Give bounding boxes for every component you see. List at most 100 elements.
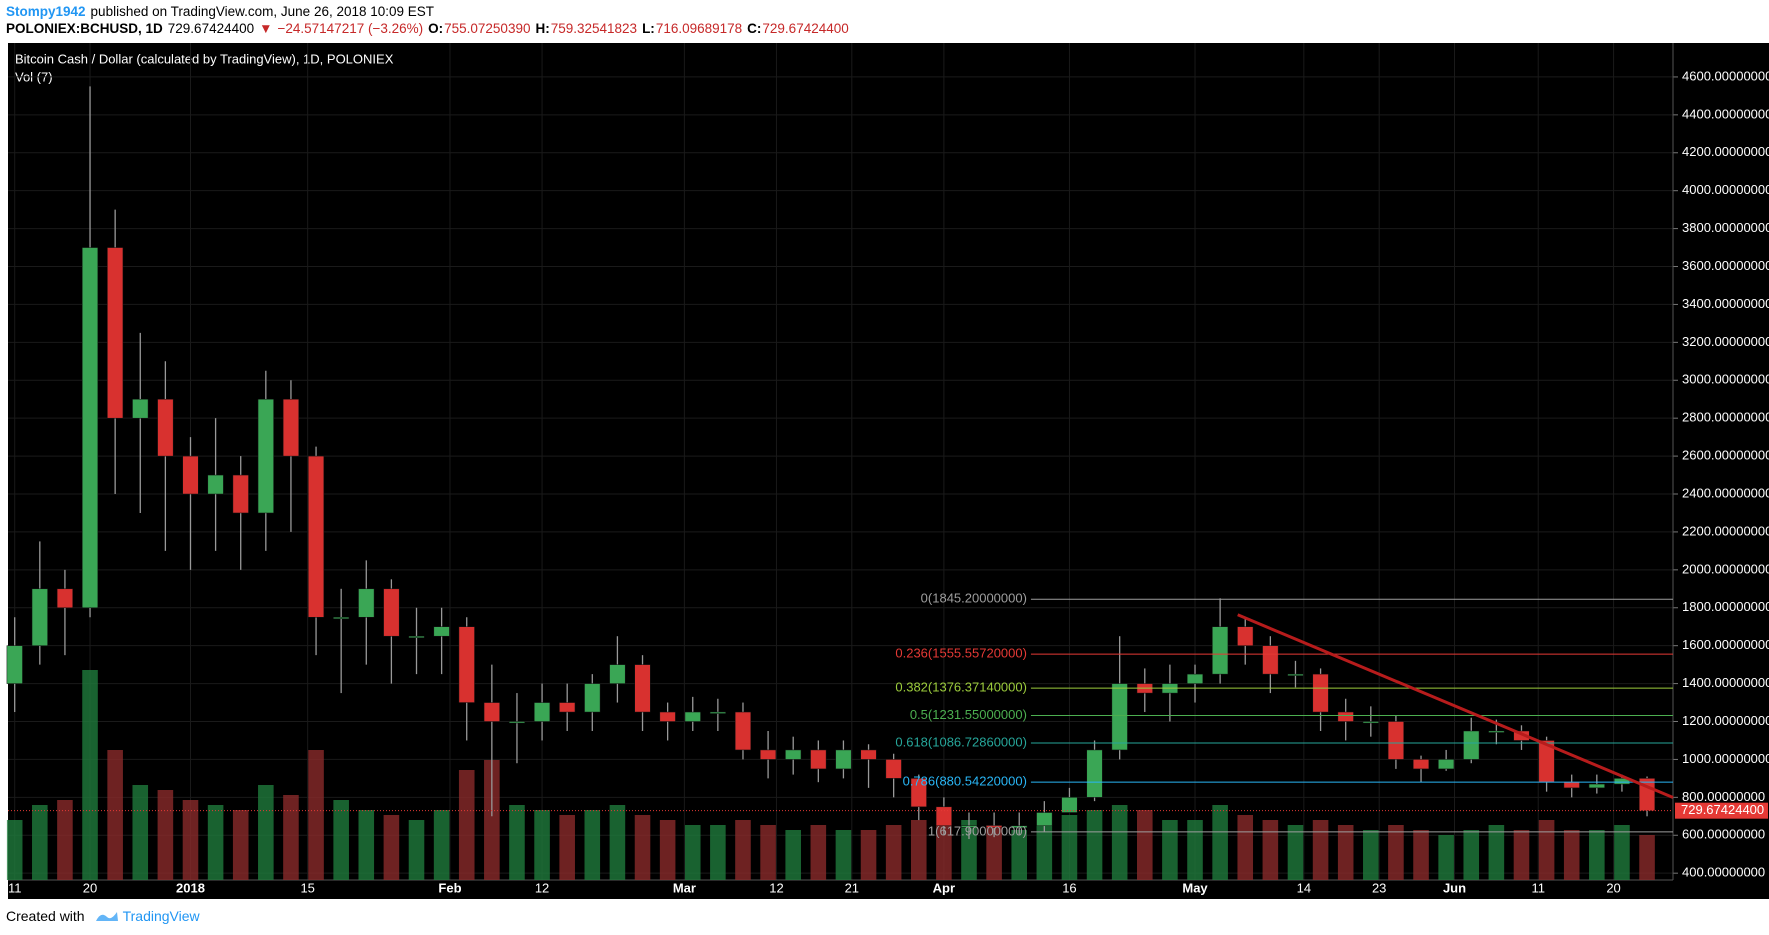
y-tick-label: 4400.00000000 bbox=[1682, 106, 1769, 121]
volume-bar bbox=[1061, 815, 1078, 880]
volume-bar bbox=[408, 820, 425, 880]
volume-bar bbox=[835, 830, 852, 880]
y-tick-label: 3600.00000000 bbox=[1682, 258, 1769, 273]
candle-body bbox=[1287, 673, 1304, 676]
candle-body bbox=[734, 711, 752, 751]
h-label: H: bbox=[535, 21, 550, 36]
volume-bar bbox=[810, 825, 827, 880]
candle-body bbox=[885, 759, 902, 779]
brand[interactable]: TradingView bbox=[122, 908, 200, 924]
volume-bar bbox=[1563, 830, 1580, 880]
volume-bar bbox=[57, 800, 73, 880]
chart-title: Bitcoin Cash / Dollar (calculated by Tra… bbox=[15, 51, 394, 66]
candle-body bbox=[282, 398, 299, 457]
candle-body bbox=[835, 749, 852, 770]
arrow: ▼ bbox=[259, 21, 273, 36]
volume-bar bbox=[1438, 835, 1454, 880]
y-tick-label: 3000.00000000 bbox=[1682, 372, 1769, 387]
y-tick-label: 1600.00000000 bbox=[1682, 637, 1769, 652]
volume-bar bbox=[1262, 820, 1279, 880]
candle-body bbox=[1362, 721, 1379, 724]
publish-line: Stompy1942 published on TradingView.com, … bbox=[6, 4, 439, 19]
volume-bar bbox=[509, 805, 525, 880]
volume-bar bbox=[1388, 825, 1404, 880]
o-label: O: bbox=[428, 21, 444, 36]
candle-body bbox=[483, 702, 500, 722]
volume-bar bbox=[258, 785, 274, 880]
volume-bar bbox=[1011, 830, 1028, 880]
volume-bar bbox=[1639, 835, 1655, 880]
volume-bar bbox=[1513, 830, 1530, 880]
y-tick-label: 1000.00000000 bbox=[1682, 751, 1769, 766]
candle-body bbox=[56, 588, 73, 609]
candle-body bbox=[684, 711, 701, 722]
x-tick-label: 12 bbox=[769, 880, 783, 895]
volume-bar bbox=[885, 825, 902, 880]
candle-body bbox=[1488, 730, 1505, 733]
candle-body bbox=[634, 664, 651, 713]
volume-bar bbox=[433, 810, 450, 880]
y-tick-label: 800.00000000 bbox=[1682, 789, 1765, 804]
l-value: 716.09689178 bbox=[655, 21, 743, 36]
candle-body bbox=[6, 645, 23, 684]
volume-bar bbox=[32, 805, 48, 880]
candle-body bbox=[609, 664, 626, 684]
change: −24.57147217 (−3.26%) bbox=[277, 21, 424, 36]
candle-body bbox=[1312, 673, 1329, 713]
volume-bar bbox=[1137, 810, 1153, 880]
candle-body bbox=[82, 247, 99, 609]
volume-bar bbox=[458, 770, 475, 880]
volume-bar bbox=[1187, 820, 1203, 880]
candle-body bbox=[383, 588, 400, 637]
volume-bar bbox=[182, 800, 199, 880]
candle-body bbox=[986, 825, 1003, 828]
y-tick-label: 400.00000000 bbox=[1682, 865, 1765, 880]
x-tick-label: 12 bbox=[535, 880, 549, 895]
x-tick-label: 21 bbox=[845, 880, 859, 895]
y-tick-label: 3200.00000000 bbox=[1682, 334, 1769, 349]
volume-bar bbox=[1036, 825, 1053, 880]
last-price-box bbox=[1675, 802, 1768, 819]
candle-body bbox=[935, 806, 952, 827]
c-label: C: bbox=[747, 21, 762, 36]
fib-label: 1(617.90000000) bbox=[928, 823, 1027, 838]
y-tick-label: 2400.00000000 bbox=[1682, 485, 1769, 500]
quote-line: POLONIEX:BCHUSD, 1D 729.67424400 ▼ −24.5714… bbox=[6, 21, 854, 36]
x-tick-label: 15 bbox=[300, 880, 314, 895]
y-tick-label: 4200.00000000 bbox=[1682, 144, 1769, 159]
candle-body bbox=[559, 702, 576, 713]
volume-bar bbox=[1287, 825, 1304, 880]
volume-bar bbox=[308, 750, 324, 880]
volume-bar bbox=[107, 750, 123, 880]
x-tick-label: Jun bbox=[1443, 880, 1466, 895]
volume-bar bbox=[132, 785, 149, 880]
volume-bar bbox=[358, 810, 375, 880]
last-price-label: 729.67424400 bbox=[1681, 802, 1764, 817]
candle-body bbox=[408, 635, 425, 638]
x-tick-label: Mar bbox=[673, 880, 696, 895]
candle-body bbox=[810, 749, 827, 770]
candle-body bbox=[132, 398, 149, 419]
volume-bar bbox=[1589, 830, 1605, 880]
fib-label: 0.5(1231.55000000) bbox=[910, 707, 1027, 722]
volume-bar bbox=[760, 825, 776, 880]
author[interactable]: Stompy1942 bbox=[6, 4, 86, 19]
candle-body bbox=[860, 749, 877, 760]
candle-body bbox=[257, 398, 274, 514]
volume-bar bbox=[82, 670, 98, 880]
y-tick-label: 2200.00000000 bbox=[1682, 523, 1769, 538]
candle-body bbox=[182, 455, 199, 495]
candle-body bbox=[508, 721, 525, 724]
y-tick-label: 1200.00000000 bbox=[1682, 713, 1769, 728]
volume-bar bbox=[1538, 820, 1555, 880]
volume-bar bbox=[1488, 825, 1505, 880]
volume-bar bbox=[710, 825, 726, 880]
candle-body bbox=[584, 683, 601, 713]
candle-body bbox=[358, 588, 375, 618]
x-tick-label: 16 bbox=[1062, 880, 1076, 895]
x-tick-label: 20 bbox=[1606, 880, 1620, 895]
y-tick-label: 1800.00000000 bbox=[1682, 599, 1769, 614]
candle-body bbox=[1412, 759, 1430, 770]
price: 729.67424400 bbox=[167, 21, 255, 36]
